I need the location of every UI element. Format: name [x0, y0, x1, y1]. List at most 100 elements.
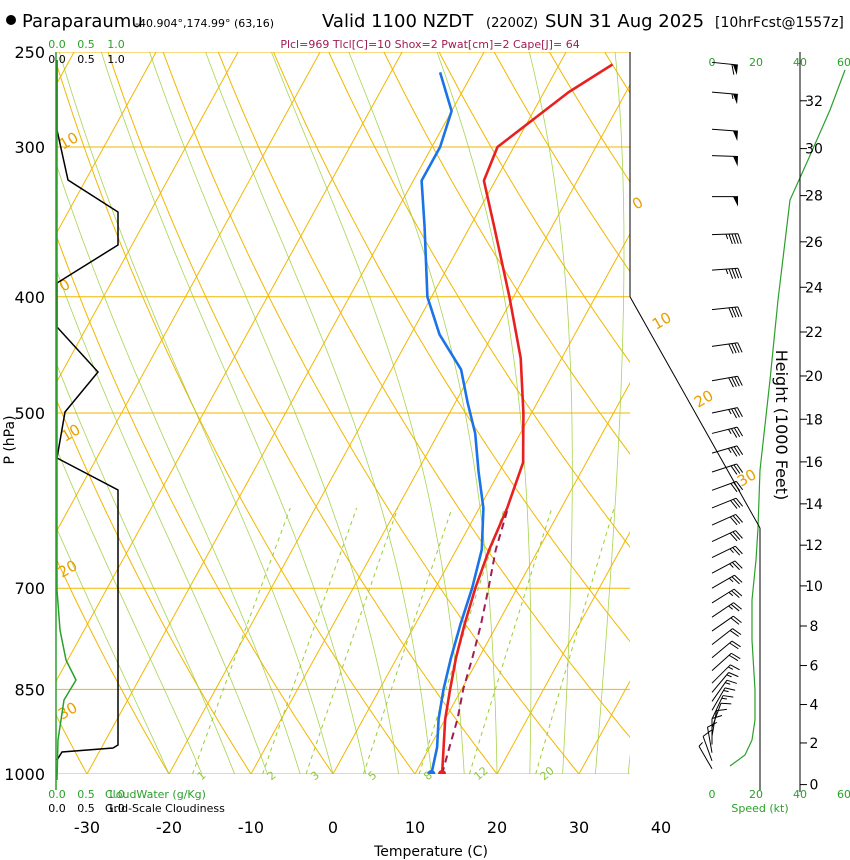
x-tick-label: 20 [487, 818, 507, 837]
wind-barb-staff [702, 736, 713, 761]
height-tick-label: 18 [805, 412, 823, 428]
wind-barb-full [731, 307, 737, 318]
moist-adiabat [436, 52, 532, 774]
wind-barb-staff [711, 588, 735, 604]
wind-barb-flag [733, 196, 738, 207]
wind-barb [711, 628, 742, 645]
wind-barb-half [728, 605, 733, 610]
x-tick-label: 30 [569, 818, 589, 837]
forecast-hour: [10hrFcst@1557z] [715, 15, 844, 31]
wind-barb-full [731, 343, 737, 354]
moist-adiabat [58, 52, 334, 774]
wind-barb-full [729, 516, 738, 526]
cloudiness-top-tick: 1.0 [107, 53, 125, 66]
wind-barb-full [734, 407, 740, 418]
wind-barb-half [731, 93, 734, 100]
wind-barb [711, 687, 736, 711]
dewpoint-line [420, 72, 485, 774]
isotherm-line [743, 52, 850, 774]
wind-barb-half [729, 563, 734, 568]
cloudiness-bottom-tick: 0.0 [48, 802, 66, 815]
cloudwater-top-tick: 0.5 [77, 38, 95, 51]
height-tick-label: 10 [805, 579, 823, 595]
wind-barb-half [728, 666, 734, 670]
wind-barb [711, 588, 743, 604]
wind-barb [711, 672, 739, 693]
wind-barb-flag [732, 130, 738, 142]
cloudiness-bottom-tick: 0.5 [77, 802, 95, 815]
mixing-ratio-line [192, 507, 291, 774]
wind-barb-full [733, 602, 742, 610]
wind-barb-full [729, 630, 739, 637]
cloudwater-bottom-tick: 0.5 [77, 788, 95, 801]
cloudiness-top-tick: 0.0 [48, 53, 66, 66]
mixing-ratio-line [305, 507, 399, 774]
wind-speed-label: Speed (kt) [731, 802, 788, 815]
mixing-ratio-line [469, 507, 553, 774]
mixing-ratio-label: 5 [366, 769, 380, 783]
wind-barb [711, 652, 741, 672]
wind-barb-full [732, 628, 742, 636]
wind-barb-staff [711, 672, 730, 693]
wind-barb-full [731, 590, 740, 598]
x-tick-label: -20 [156, 818, 182, 837]
cloudiness-profile [56, 60, 119, 761]
isotherm-line [250, 83, 630, 774]
mixing-ratio-label: 1 [195, 769, 209, 783]
wind-barb-staff [711, 375, 738, 382]
moist-adiabat [529, 52, 573, 774]
wind-barb-full [724, 687, 736, 691]
axes: -30 -20 -10 0 10 20 30 402503004005007008501000… [4, 43, 823, 837]
x-tick-label: -10 [238, 818, 264, 837]
dry-adiabat [107, 52, 498, 774]
isotherm-label: 10 [649, 308, 675, 333]
mixing-ratio-line [262, 507, 358, 774]
wind-barb-flag [732, 64, 738, 75]
isotherm-line [168, 52, 567, 774]
wind-barb-half [728, 591, 734, 597]
wind-barb-full [733, 464, 741, 474]
wind-barb-staff [711, 695, 724, 720]
height-tick-label: 14 [805, 497, 823, 513]
moist-adiabat [100, 52, 367, 774]
isotherm-line [86, 52, 485, 774]
wind-barb-full [733, 427, 741, 438]
forecast-date: SUN 31 Aug 2025 [545, 11, 704, 32]
moist-adiabat [56, 361, 235, 774]
surface-temp-marker [438, 770, 447, 774]
wind-barb-full [728, 307, 734, 318]
wind-barb-staff [711, 407, 738, 414]
wind-barb [711, 155, 739, 167]
wind-barb-full [730, 483, 738, 493]
wind-barb-full [730, 428, 738, 438]
wind-barb [698, 742, 713, 770]
wind-barb-staff [711, 480, 737, 491]
wind-barb [711, 545, 743, 559]
dry-adiabat [825, 52, 850, 774]
temperature-line [440, 63, 614, 774]
parcel-line [441, 507, 509, 774]
x-tick-label: 10 [405, 818, 425, 837]
wind-barb [711, 560, 743, 574]
wind-barb-full [731, 233, 736, 244]
wind-barb [711, 615, 742, 632]
pressure-tick-label: 850 [14, 680, 45, 699]
wind-barb-staff [711, 628, 733, 645]
moist-adiabat [627, 752, 630, 774]
wind-barb-full [728, 672, 739, 678]
wind-barb-full [702, 729, 712, 737]
moist-adiabat [271, 52, 465, 774]
height-tick-label: 24 [805, 280, 823, 296]
wind-barb-full [731, 561, 741, 571]
wind-barb [711, 375, 743, 388]
wind-barb [712, 196, 738, 207]
wind-barb [711, 574, 743, 589]
wind-barb-staff [698, 745, 713, 770]
height-tick-label: 12 [805, 538, 823, 554]
grid-lines [56, 52, 850, 774]
wind-barb-full [731, 268, 737, 279]
cloudwater-profile [56, 60, 77, 781]
wind-barb-staff [711, 530, 736, 543]
wind-barb-staff [711, 514, 736, 526]
wind-barb-full [730, 603, 740, 612]
